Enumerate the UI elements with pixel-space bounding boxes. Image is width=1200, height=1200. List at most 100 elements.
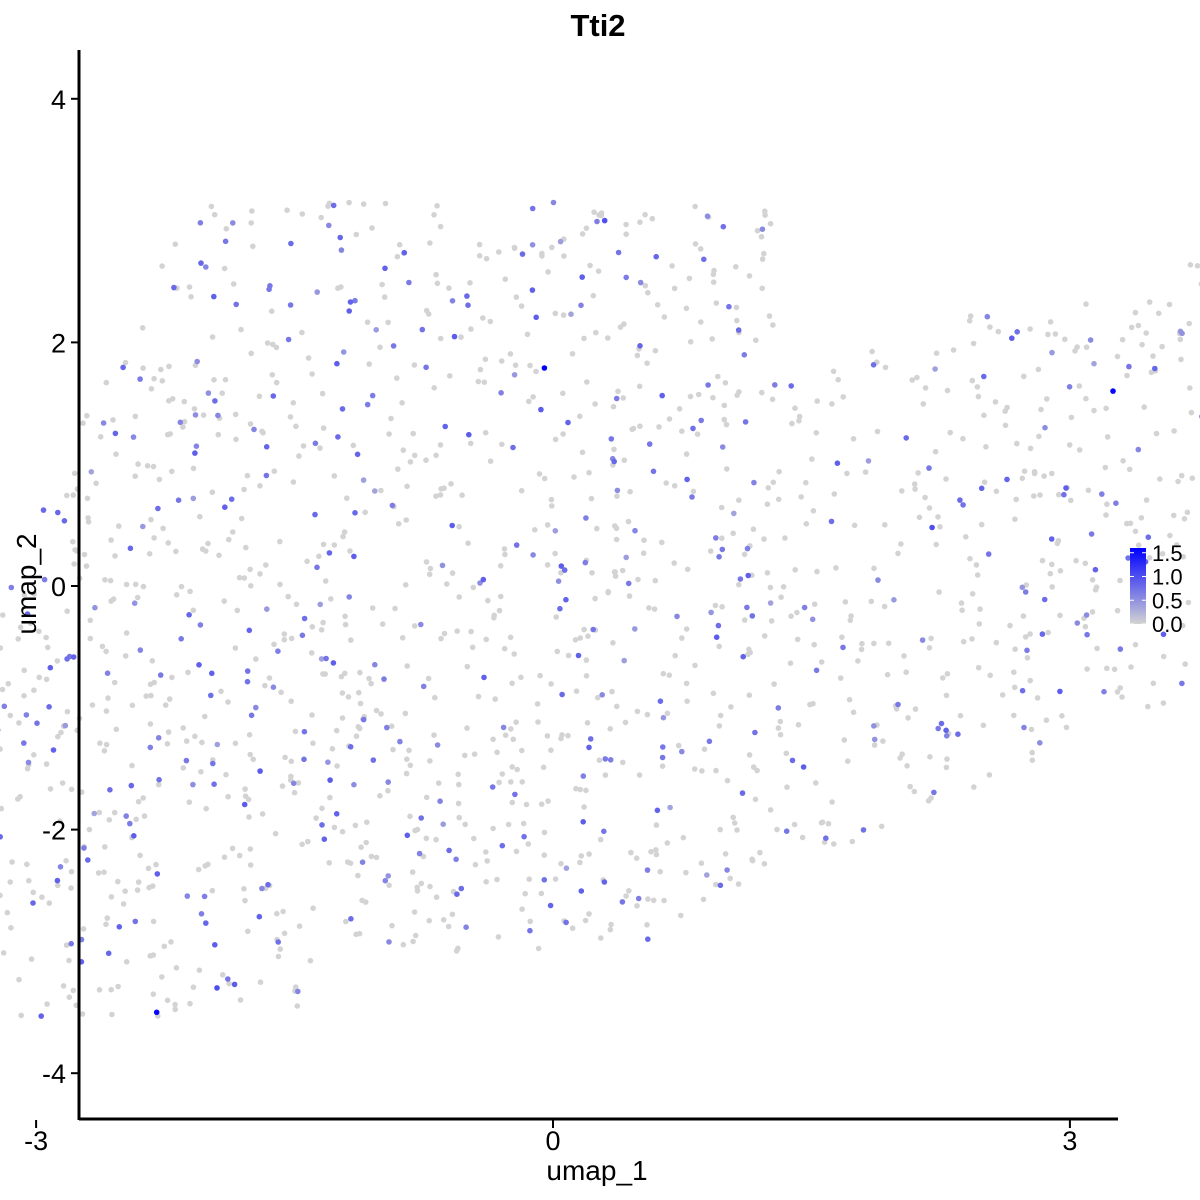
cell-point <box>701 746 708 752</box>
cell-point <box>519 906 525 912</box>
cell-point <box>381 676 387 682</box>
cell-point <box>553 614 559 620</box>
cell-point <box>232 411 239 418</box>
cell-point <box>340 533 346 540</box>
cell-point <box>641 537 647 543</box>
cell-point <box>147 721 154 727</box>
cell-point <box>437 335 444 342</box>
cell-point <box>967 555 973 562</box>
cell-point <box>764 501 771 508</box>
cell-point <box>1056 491 1062 498</box>
cell-point <box>296 453 302 459</box>
cell-point <box>640 550 647 556</box>
cell-point <box>419 326 426 333</box>
cell-point <box>569 351 576 357</box>
cell-point <box>999 692 1006 698</box>
cell-point <box>402 710 409 717</box>
cell-point <box>1178 356 1184 363</box>
cell-point <box>113 451 119 458</box>
cell-point <box>147 953 153 959</box>
cell-point <box>89 702 96 708</box>
cell-point <box>81 551 88 558</box>
cell-point <box>440 821 447 827</box>
cell-point <box>958 600 965 606</box>
cell-point <box>1120 458 1126 464</box>
cell-point <box>330 660 337 666</box>
cell-point <box>154 871 161 877</box>
cell-point <box>577 786 583 793</box>
cell-point <box>186 284 193 290</box>
cell-point <box>501 546 508 552</box>
cell-point <box>649 215 656 222</box>
cell-point <box>169 674 175 681</box>
cell-point <box>229 845 236 852</box>
cell-point <box>987 672 993 679</box>
cell-point <box>819 819 826 825</box>
cell-point <box>288 758 295 765</box>
cell-point <box>292 728 299 735</box>
cell-point <box>243 544 249 551</box>
cell-point <box>699 768 705 774</box>
cell-point <box>1045 629 1051 636</box>
cell-point <box>344 859 351 865</box>
cell-point <box>203 264 209 270</box>
cell-point <box>96 809 103 816</box>
cell-point <box>115 983 121 990</box>
cell-point <box>431 212 437 218</box>
cell-point <box>420 683 427 690</box>
cell-point <box>257 768 263 774</box>
cell-point <box>1047 570 1054 577</box>
cell-point <box>708 609 714 616</box>
cell-point <box>835 376 841 383</box>
cell-point <box>187 1000 193 1007</box>
cell-point <box>545 798 551 804</box>
cell-point <box>788 613 794 619</box>
cell-point <box>1159 551 1166 557</box>
cell-point <box>1057 612 1063 619</box>
cell-point <box>657 868 663 875</box>
cell-point <box>1166 301 1173 308</box>
cell-point <box>107 577 114 584</box>
cell-point <box>862 469 869 475</box>
cell-point <box>1021 724 1027 731</box>
cell-point <box>596 757 603 763</box>
cell-point <box>346 308 353 314</box>
cell-point <box>148 516 154 523</box>
x-tick-label: -3 <box>24 1126 48 1156</box>
cell-point <box>494 749 500 756</box>
cell-point <box>369 225 375 231</box>
cell-point <box>71 561 77 567</box>
cell-point <box>190 607 197 614</box>
cell-point <box>144 463 151 469</box>
cell-point <box>95 870 102 876</box>
cell-point <box>875 577 881 583</box>
cell-point <box>437 442 444 448</box>
cell-point <box>0 950 7 956</box>
cell-point <box>388 723 395 729</box>
cell-point <box>1153 430 1160 437</box>
cell-point <box>449 522 456 529</box>
cell-point <box>446 847 452 854</box>
cell-point <box>425 675 432 682</box>
cell-point <box>529 287 536 293</box>
cell-point <box>241 575 248 581</box>
cell-point <box>813 780 819 786</box>
cell-point <box>741 551 748 558</box>
cell-point <box>800 764 807 770</box>
cell-point <box>809 456 815 462</box>
cell-point <box>753 337 759 344</box>
cell-point <box>39 894 45 900</box>
cell-point <box>395 466 401 472</box>
cell-point <box>666 672 673 678</box>
cell-point <box>608 921 614 928</box>
cell-point <box>177 419 184 426</box>
cell-point <box>850 709 857 716</box>
cell-point <box>724 867 730 873</box>
cell-point <box>692 662 698 669</box>
cell-point <box>928 635 934 642</box>
cell-point <box>446 285 452 291</box>
cell-point <box>538 406 544 413</box>
cell-point <box>645 936 651 942</box>
cell-point <box>247 751 253 758</box>
